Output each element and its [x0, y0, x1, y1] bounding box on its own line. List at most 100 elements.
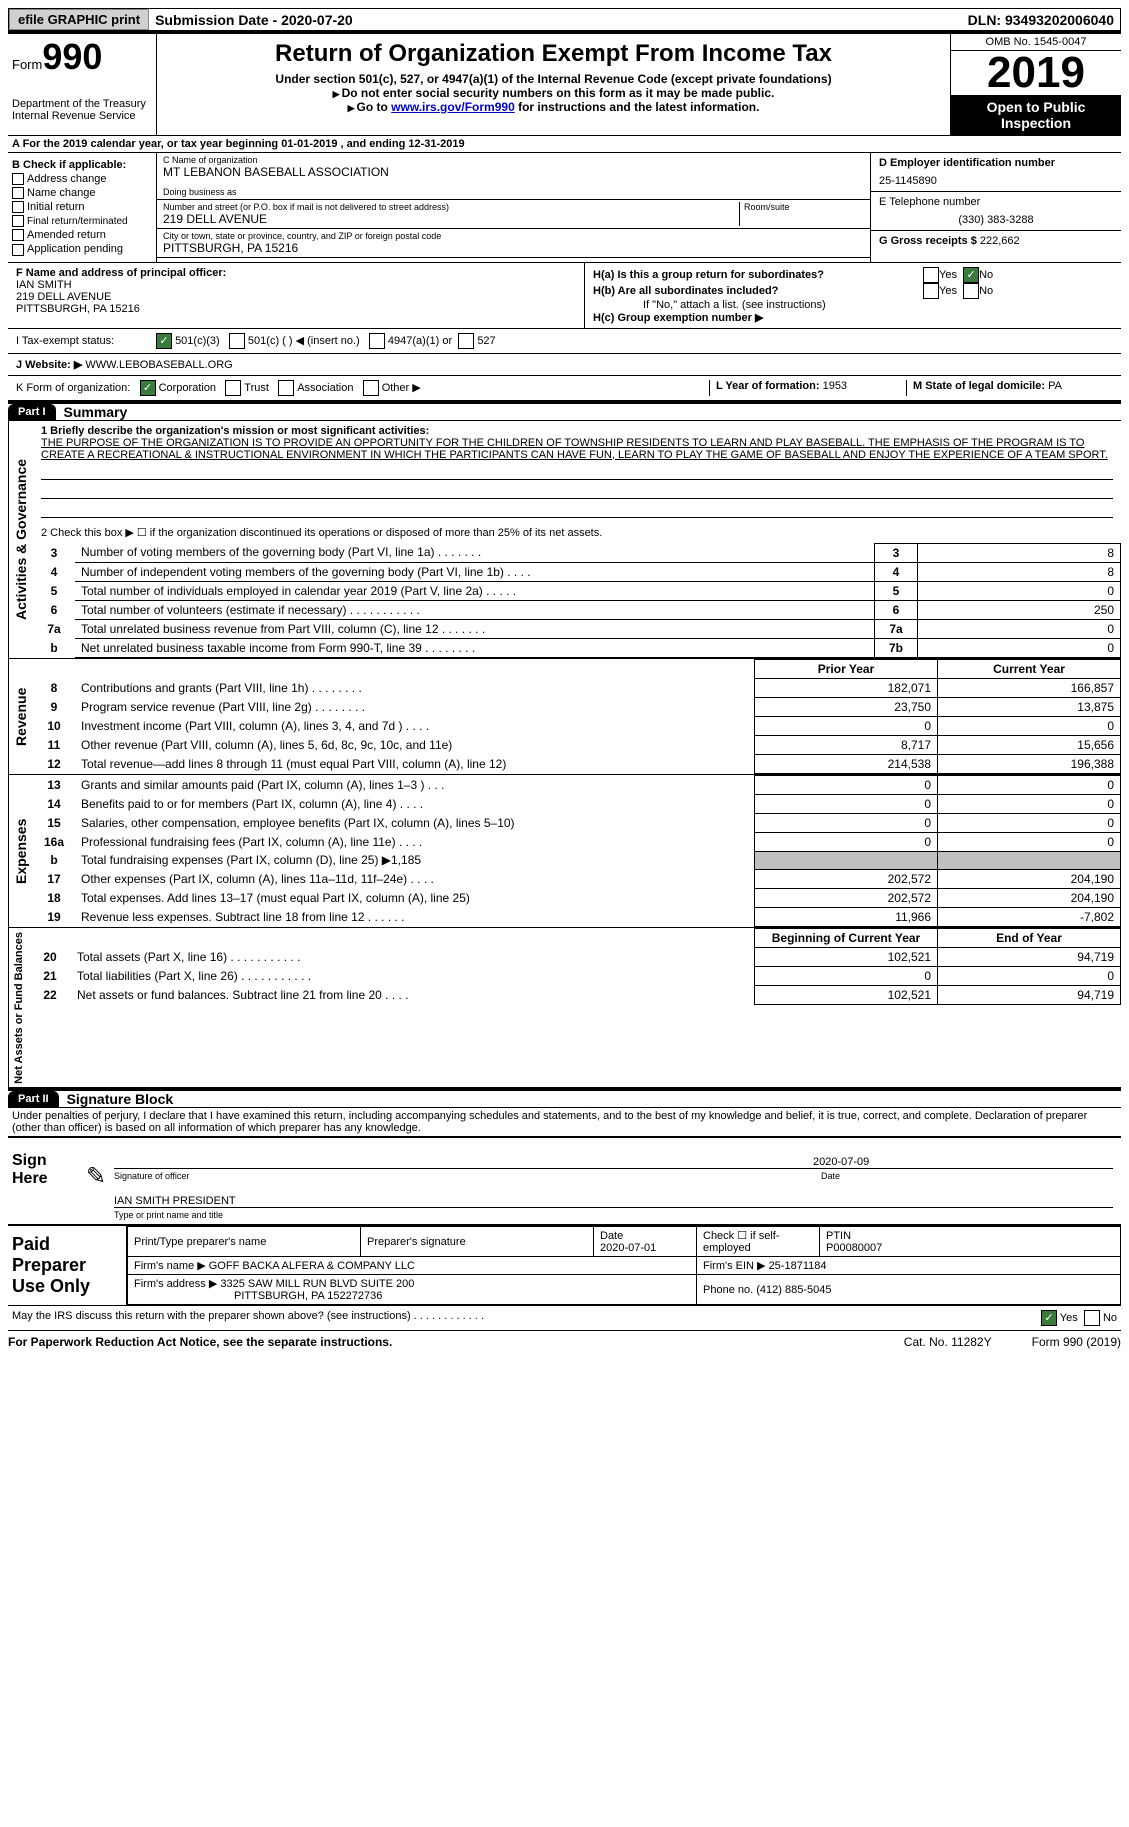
chk-app-pending[interactable] — [12, 244, 24, 256]
chk-amended[interactable] — [12, 229, 24, 241]
chk-address-change[interactable] — [12, 173, 24, 185]
opt-corp: Corporation — [159, 381, 216, 393]
ein-val: 25-1145890 — [879, 169, 1113, 187]
dept-treasury: Department of the Treasury — [12, 98, 152, 110]
discuss-yes-chk[interactable]: ✓ — [1041, 1310, 1057, 1326]
sig-name-label: Type or print name and title — [106, 1210, 1121, 1220]
side-governance: Activities & Governance — [8, 421, 33, 658]
part1-title: Summary — [56, 404, 128, 420]
year-formation-val: 1953 — [823, 380, 847, 392]
side-netassets: Net Assets or Fund Balances — [8, 928, 29, 1088]
hb-no: No — [979, 285, 993, 297]
part1-badge: Part I — [8, 404, 56, 420]
chk-final-return[interactable] — [12, 215, 24, 227]
expense-table: 13Grants and similar amounts paid (Part … — [33, 775, 1121, 927]
hb-label: H(b) Are all subordinates included? — [593, 285, 923, 297]
section-a: A For the 2019 calendar year, or tax yea… — [8, 135, 1121, 152]
chk-corp[interactable]: ✓ — [140, 380, 156, 396]
paid-preparer-label: Paid Preparer Use Only — [8, 1226, 127, 1305]
firm-name-label: Firm's name ▶ — [134, 1260, 206, 1272]
prep-name-label: Print/Type preparer's name — [128, 1227, 361, 1257]
footer-left: For Paperwork Reduction Act Notice, see … — [8, 1335, 392, 1349]
firm-addr-val1: 3325 SAW MILL RUN BLVD SUITE 200 — [220, 1278, 414, 1290]
section-b-label: B Check if applicable: — [12, 159, 152, 171]
governance-table: 3Number of voting members of the governi… — [33, 543, 1121, 658]
hb-no-chk[interactable] — [963, 283, 979, 299]
officer-label: F Name and address of principal officer: — [16, 267, 576, 279]
form-org-label: K Form of organization: — [16, 381, 130, 393]
ha-no: No — [979, 269, 993, 281]
phone-label: E Telephone number — [879, 196, 1113, 208]
hb-yes-chk[interactable] — [923, 283, 939, 299]
gross-val: 222,662 — [980, 235, 1020, 247]
prep-date-label: Date — [600, 1230, 623, 1242]
efile-print-button[interactable]: efile GRAPHIC print — [9, 9, 149, 30]
chk-527[interactable] — [458, 333, 474, 349]
opt-other: Other ▶ — [382, 381, 421, 393]
ein-label: D Employer identification number — [879, 157, 1113, 169]
sign-arrow-icon: ✎ — [86, 1142, 106, 1220]
firm-ein-label: Firm's EIN ▶ — [703, 1260, 766, 1272]
goto-post: for instructions and the latest informat… — [515, 100, 760, 114]
prep-sig-label: Preparer's signature — [361, 1227, 594, 1257]
firm-ein-val: 25-1871184 — [769, 1260, 827, 1272]
opt-501c3: 501(c)(3) — [175, 335, 220, 347]
hb-yes: Yes — [939, 285, 957, 297]
section-b: B Check if applicable: Address change Na… — [8, 153, 157, 262]
form-word: Form — [12, 57, 42, 72]
sig-officer-label: Signature of officer — [106, 1171, 813, 1181]
phone-val: (330) 383-3288 — [879, 208, 1113, 226]
discuss-yes: Yes — [1060, 1312, 1078, 1324]
domicile-label: M State of legal domicile: — [913, 380, 1045, 392]
lbl-app-pending: Application pending — [27, 243, 123, 255]
dba-label: Doing business as — [163, 187, 864, 197]
side-expenses: Expenses — [8, 775, 33, 927]
city-val: PITTSBURGH, PA 15216 — [163, 241, 864, 255]
chk-4947[interactable] — [369, 333, 385, 349]
ha-no-chk[interactable]: ✓ — [963, 267, 979, 283]
chk-assoc[interactable] — [278, 380, 294, 396]
prep-selfemp: Check ☐ if self-employed — [697, 1227, 820, 1257]
hb-note: If "No," attach a list. (see instruction… — [593, 299, 1113, 311]
lbl-address-change: Address change — [27, 173, 107, 185]
ptin-val: P00080007 — [826, 1242, 882, 1254]
open-to-public: Open to Public Inspection — [951, 95, 1121, 135]
tax-status-label: I Tax-exempt status: — [16, 335, 156, 347]
chk-trust[interactable] — [225, 380, 241, 396]
officer-city: PITTSBURGH, PA 15216 — [16, 303, 576, 315]
form-title: Return of Organization Exempt From Incom… — [165, 40, 942, 68]
website-val: WWW.LEBOBASEBALL.ORG — [85, 359, 232, 371]
side-revenue: Revenue — [8, 659, 33, 774]
chk-name-change[interactable] — [12, 187, 24, 199]
dln: DLN: 93493202006040 — [968, 12, 1120, 28]
firm-addr-label: Firm's address ▶ — [134, 1278, 217, 1290]
officer-street: 219 DELL AVENUE — [16, 291, 576, 303]
chk-501c3[interactable]: ✓ — [156, 333, 172, 349]
goto-pre: Go to — [356, 100, 391, 114]
form-subtitle: Under section 501(c), 527, or 4947(a)(1)… — [165, 72, 942, 86]
opt-trust: Trust — [244, 381, 269, 393]
chk-initial-return[interactable] — [12, 201, 24, 213]
room-label: Room/suite — [744, 202, 864, 212]
footer-catno: Cat. No. 11282Y — [904, 1335, 992, 1349]
part2-badge: Part II — [8, 1091, 59, 1107]
ha-label: H(a) Is this a group return for subordin… — [593, 269, 923, 281]
dept-irs: Internal Revenue Service — [12, 110, 152, 122]
form-header: Form990 Department of the Treasury Inter… — [8, 34, 1121, 135]
discuss-no-chk[interactable] — [1084, 1310, 1100, 1326]
submission-date: Submission Date - 2020-07-20 — [149, 12, 359, 28]
sign-here-label: Sign Here — [8, 1142, 86, 1220]
chk-501c[interactable] — [229, 333, 245, 349]
website-label: J Website: ▶ — [16, 359, 82, 371]
opt-501c: 501(c) ( ) ◀ (insert no.) — [248, 334, 360, 347]
street-val: 219 DELL AVENUE — [163, 212, 739, 226]
topbar: efile GRAPHIC print Submission Date - 20… — [8, 8, 1121, 31]
gross-label: G Gross receipts $ — [879, 235, 977, 247]
chk-other[interactable] — [363, 380, 379, 396]
ha-yes-chk[interactable] — [923, 267, 939, 283]
org-name: MT LEBANON BASEBALL ASSOCIATION — [163, 165, 864, 179]
lbl-final-return: Final return/terminated — [27, 216, 128, 227]
firm-phone-val: (412) 885-5045 — [756, 1284, 831, 1296]
domicile-val: PA — [1048, 380, 1062, 392]
irs-link[interactable]: www.irs.gov/Form990 — [391, 100, 515, 114]
